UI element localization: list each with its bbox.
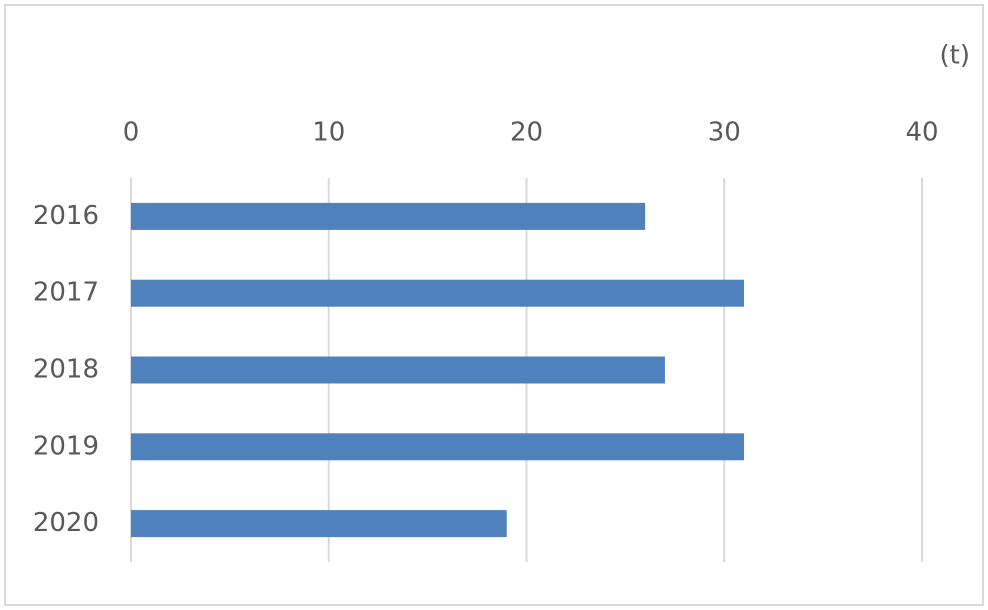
unit-label: (t) xyxy=(940,41,970,71)
y-tick-label: 2017 xyxy=(33,278,99,308)
x-tick-label: 0 xyxy=(123,118,140,148)
bar xyxy=(131,356,665,384)
x-tick-label: 10 xyxy=(312,118,345,148)
x-tick-label: 30 xyxy=(708,118,741,148)
y-tick-label: 2019 xyxy=(33,431,99,461)
y-tick-label: 2020 xyxy=(33,508,99,538)
bar xyxy=(131,433,745,461)
x-tick-label: 40 xyxy=(905,118,938,148)
y-tick-label: 2018 xyxy=(33,355,99,385)
y-tick-label: 2016 xyxy=(33,201,99,231)
bar xyxy=(131,279,745,307)
bar xyxy=(131,202,646,230)
x-tick-label: 20 xyxy=(510,118,543,148)
bar xyxy=(131,510,507,538)
